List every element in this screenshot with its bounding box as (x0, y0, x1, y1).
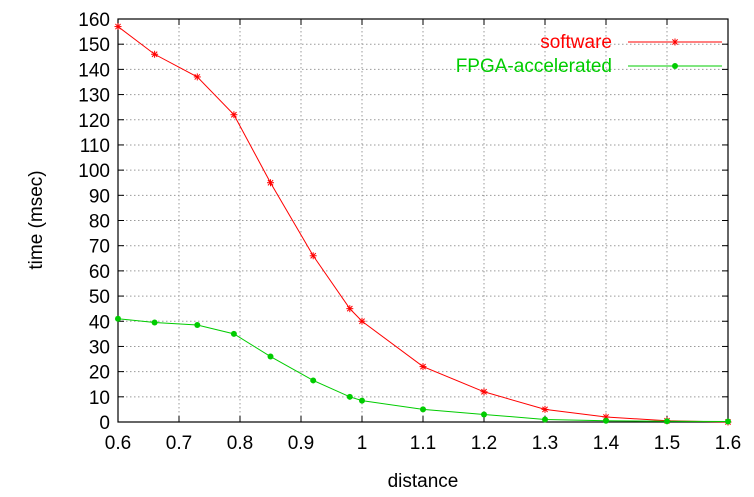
y-axis-label: time (msec) (26, 170, 47, 269)
legend-marker-0 (671, 38, 679, 46)
y-tick-label: 80 (89, 212, 110, 233)
data-point-1 (664, 418, 670, 425)
data-point-1 (346, 393, 353, 400)
x-tick-label: 0.6 (105, 433, 131, 454)
data-point-1 (194, 322, 201, 329)
y-tick-label: 150 (78, 35, 110, 56)
legend: software FPGA-accelerated (456, 32, 722, 77)
y-tick-label: 160 (78, 10, 110, 31)
y-tick-label: 20 (89, 363, 110, 384)
data-point-0 (419, 363, 427, 371)
x-tick-label: 1.3 (532, 433, 558, 454)
data-point-0 (541, 405, 549, 413)
data-point-0 (358, 317, 366, 325)
data-point-0 (114, 23, 122, 31)
series-group (114, 23, 732, 426)
x-tick-label: 0.8 (227, 433, 253, 454)
data-point-0 (267, 179, 274, 187)
x-tick-label: 0.9 (288, 433, 314, 454)
data-point-1 (481, 411, 487, 418)
x-tick-label: 0.7 (166, 433, 192, 454)
legend-label-1: FPGA-accelerated (456, 56, 612, 77)
x-tick-labels: 0.6 0.7 0.8 0.9 1 1.1 1.2 1.3 1.4 1.5 1.6 (105, 433, 741, 454)
x-tick-label: 1.1 (410, 433, 436, 454)
x-axis-label: distance (388, 471, 459, 492)
x-tick-label: 1.6 (715, 433, 741, 454)
y-tick-label: 60 (89, 262, 110, 283)
x-tick-label: 1.2 (471, 433, 497, 454)
data-point-1 (267, 353, 274, 360)
data-point-0 (193, 73, 201, 81)
y-tick-label: 90 (89, 186, 110, 207)
y-tick-label: 10 (89, 388, 110, 409)
y-tick-labels: 0 10 20 30 40 50 60 70 80 90 100 110 120 130 140 150 160 (78, 10, 110, 434)
series-line-0 (117, 26, 729, 423)
data-point-0 (480, 388, 488, 396)
series-1 (115, 315, 731, 425)
data-point-1 (151, 319, 158, 326)
y-tick-label: 100 (78, 161, 110, 182)
data-point-1 (230, 330, 237, 337)
y-tick-label: 140 (78, 60, 110, 81)
x-tick-label: 1.5 (654, 433, 680, 454)
data-point-1 (359, 397, 365, 404)
data-point-1 (542, 416, 548, 423)
data-point-1 (420, 406, 426, 413)
y-tick-label: 120 (78, 111, 110, 132)
legend-marker-1 (672, 63, 678, 69)
data-point-0 (230, 111, 238, 119)
data-point-0 (346, 305, 354, 313)
x-tick-label: 1.4 (593, 433, 620, 454)
data-point-1 (725, 418, 731, 425)
legend-label-0: software (540, 32, 612, 53)
y-tick-label: 0 (99, 413, 110, 434)
y-tick-label: 30 (89, 337, 110, 358)
data-point-1 (603, 417, 609, 424)
x-tick-label: 1 (357, 433, 368, 454)
y-tick-label: 130 (78, 86, 110, 107)
data-point-1 (310, 377, 317, 384)
data-point-0 (309, 252, 317, 260)
y-tick-label: 70 (89, 237, 110, 258)
data-point-0 (151, 50, 159, 58)
data-point-1 (115, 315, 121, 322)
y-tick-label: 50 (89, 287, 110, 308)
y-tick-label: 40 (89, 312, 110, 333)
series-line-1 (117, 318, 729, 422)
grid (118, 19, 728, 422)
y-tick-label: 110 (80, 136, 110, 157)
